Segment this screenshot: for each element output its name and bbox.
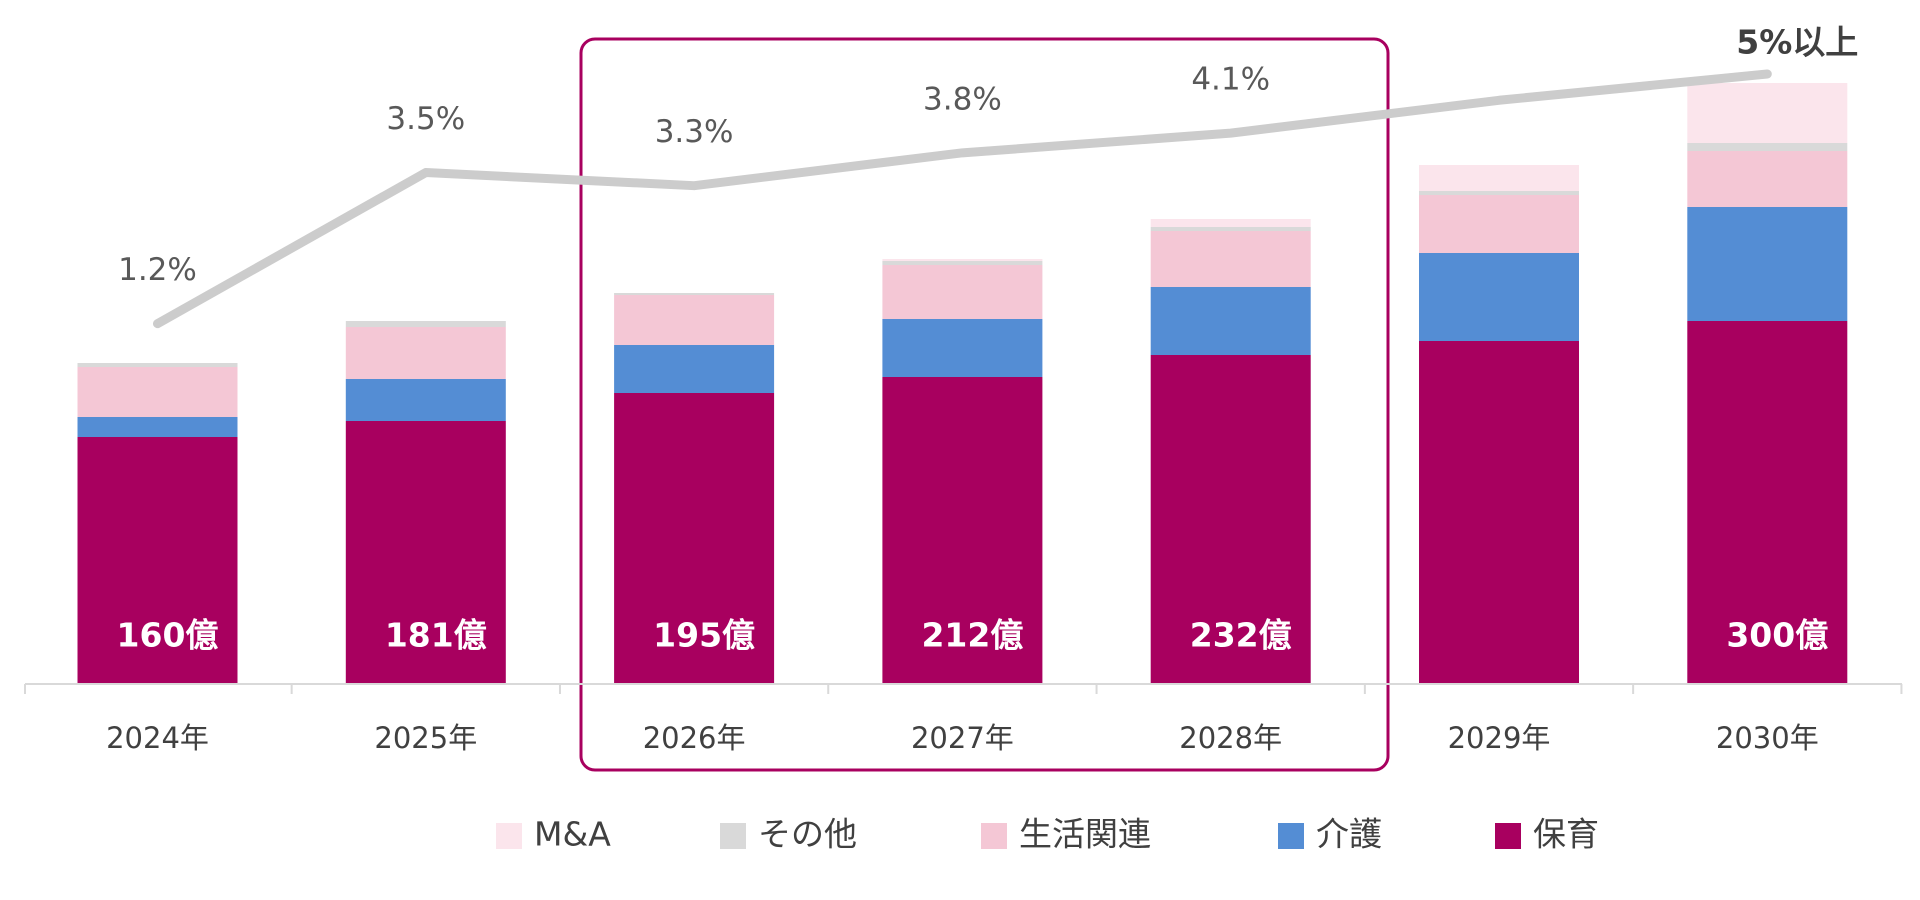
bar-segment xyxy=(1419,165,1579,191)
bar-segment xyxy=(882,265,1043,319)
bar-segment xyxy=(345,321,506,327)
x-tick-label: 2028年 xyxy=(1179,721,1282,755)
bar-segment xyxy=(882,259,1043,261)
bar-segment xyxy=(882,319,1043,377)
total-label: 212億 xyxy=(921,616,1023,655)
line-label: 3.8% xyxy=(923,81,1002,117)
bar-segment xyxy=(1150,219,1311,227)
bar-segment xyxy=(345,421,506,683)
bar-segment xyxy=(1419,253,1579,341)
line-label: 5%以上 xyxy=(1736,23,1858,62)
legend-label: その他 xyxy=(758,815,857,854)
bar-segment xyxy=(1150,231,1311,287)
legend-swatch xyxy=(981,823,1007,849)
growth-line xyxy=(153,69,1772,329)
x-tick-label: 2025年 xyxy=(374,721,477,755)
total-label: 181億 xyxy=(385,616,487,655)
line-label: 1.2% xyxy=(118,252,197,288)
line-label: 4.1% xyxy=(1191,62,1270,98)
bar-segment xyxy=(614,293,775,295)
legend-label: 介護 xyxy=(1316,815,1382,854)
x-tick-label: 2026年 xyxy=(643,721,746,755)
line-label: 3.3% xyxy=(655,114,734,150)
line-label: 3.5% xyxy=(386,101,465,137)
legend-label: 生活関連 xyxy=(1019,815,1151,854)
bar-segment xyxy=(1150,355,1311,683)
total-label: 160億 xyxy=(117,616,219,655)
bar-segment xyxy=(614,345,775,393)
bar-segment xyxy=(1687,207,1848,321)
legend-label: M&A xyxy=(534,815,611,854)
highlight-box xyxy=(579,37,1390,772)
total-label: 300億 xyxy=(1726,616,1828,655)
bar-segment xyxy=(882,377,1043,683)
bar-segment xyxy=(1150,287,1311,355)
bar-segment xyxy=(77,367,238,417)
legend-swatch xyxy=(720,823,746,849)
x-tick-label: 2024年 xyxy=(106,721,209,755)
bar-segment xyxy=(1687,151,1848,207)
bar-segment xyxy=(1419,341,1579,683)
bar-segment xyxy=(614,295,775,345)
legend-swatch xyxy=(1278,823,1304,849)
total-label: 195億 xyxy=(653,616,755,655)
bar-segment xyxy=(77,437,238,683)
legend-swatch xyxy=(496,823,522,849)
bar-segment xyxy=(345,327,506,379)
bar-segment xyxy=(1687,83,1848,143)
bar-segment xyxy=(1419,191,1579,195)
bar-segment xyxy=(1687,143,1848,151)
bar-segment xyxy=(1419,195,1579,253)
x-tick-label: 2030年 xyxy=(1716,721,1819,755)
x-tick-label: 2027年 xyxy=(911,721,1014,755)
bar-segment xyxy=(1687,321,1848,683)
x-tick-label: 2029年 xyxy=(1448,721,1551,755)
bar-segment xyxy=(77,417,238,437)
total-label: 232億 xyxy=(1190,616,1292,655)
bar-segment xyxy=(77,363,238,367)
bar-segment xyxy=(614,393,775,683)
legend-swatch xyxy=(1495,823,1521,849)
legend-label: 保育 xyxy=(1533,815,1599,854)
bar-segment xyxy=(882,261,1043,265)
bar-segment xyxy=(1150,227,1311,231)
bar-segment xyxy=(345,379,506,421)
